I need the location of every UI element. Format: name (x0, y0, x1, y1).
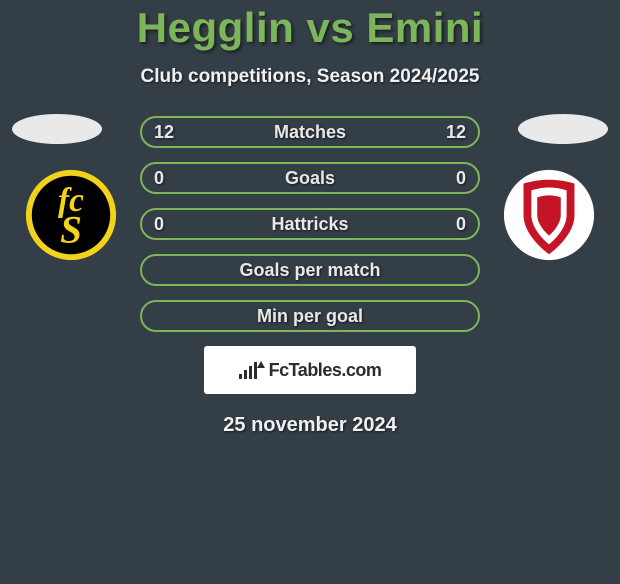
stat-row-hattricks: 0 Hattricks 0 (140, 208, 480, 240)
right-club-badge (500, 166, 598, 264)
fctables-brand-box: FcTables.com (204, 346, 416, 394)
stat-right-value: 12 (426, 122, 466, 143)
arrow-up-icon (257, 361, 265, 368)
stat-row-goals-per-match: Goals per match (140, 254, 480, 286)
stat-left-value: 0 (154, 214, 194, 235)
stat-label: Goals per match (239, 260, 380, 281)
stat-row-matches: 12 Matches 12 (140, 116, 480, 148)
stat-right-value: 0 (426, 214, 466, 235)
comparison-panel: fc S 12 Matches 12 0 Goals 0 0 Hattricks… (0, 116, 620, 437)
stat-row-min-per-goal: Min per goal (140, 300, 480, 332)
svg-text:S: S (60, 208, 82, 251)
page-title: Hegglin vs Emini (0, 4, 620, 52)
stat-label: Goals (194, 168, 426, 189)
stat-label: Matches (194, 122, 426, 143)
brand-text: FcTables.com (269, 360, 382, 381)
stat-left-value: 0 (154, 168, 194, 189)
stat-row-goals: 0 Goals 0 (140, 162, 480, 194)
stat-right-value: 0 (426, 168, 466, 189)
left-club-badge: fc S (22, 166, 120, 264)
player-right-head-placeholder (518, 114, 608, 144)
stat-label: Hattricks (194, 214, 426, 235)
player-left-head-placeholder (12, 114, 102, 144)
stat-left-value: 12 (154, 122, 194, 143)
page-subtitle: Club competitions, Season 2024/2025 (0, 66, 620, 88)
comparison-date: 25 november 2024 (0, 414, 620, 437)
stat-label: Min per goal (257, 306, 363, 327)
bar-chart-icon (239, 361, 257, 379)
